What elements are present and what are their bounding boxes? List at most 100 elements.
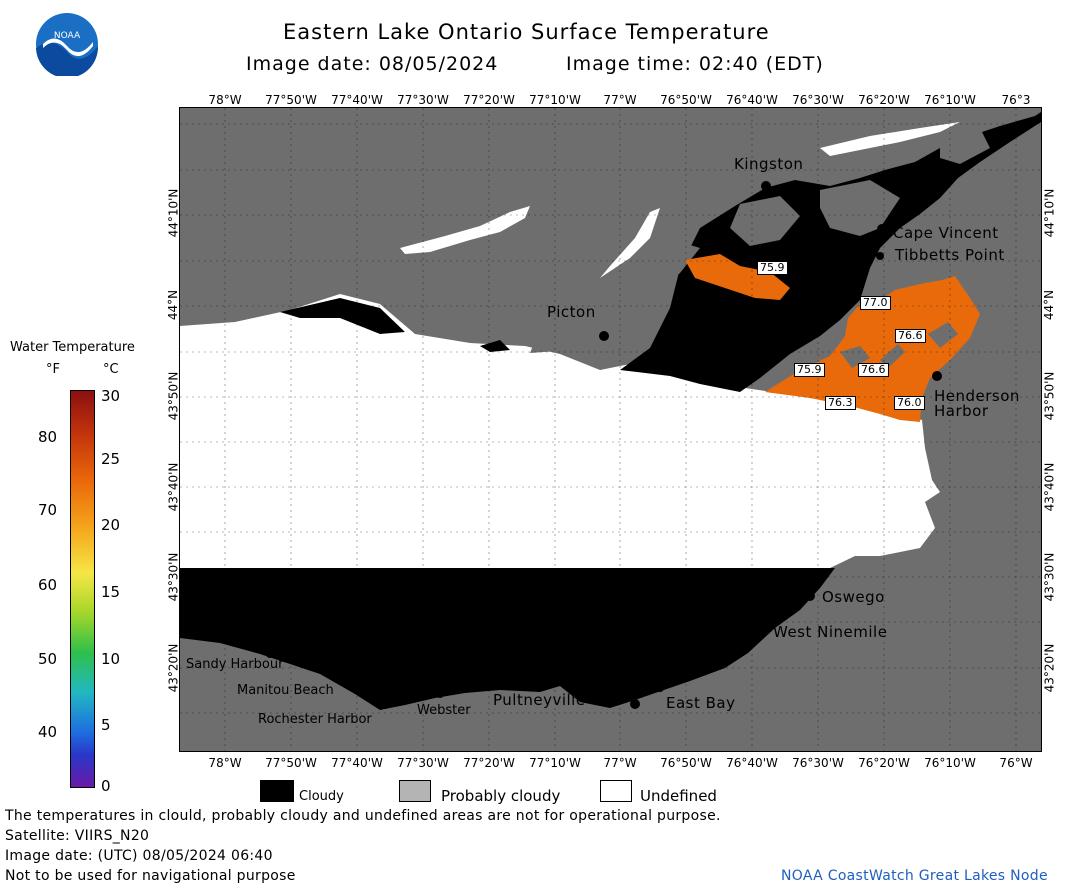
island-grenadier (840, 346, 870, 368)
label-cape-vincent: Cape Vincent (893, 224, 999, 242)
colorbar-f-tick: 50 (38, 650, 58, 668)
lon-label-bottom: 77°W (603, 756, 637, 770)
lon-label-bottom: 76°50'W (660, 756, 712, 770)
lon-label-bottom: 76°40'W (726, 756, 778, 770)
colorbar-c-tick: 10 (101, 650, 121, 668)
temp-label: 76.3 (825, 396, 856, 410)
lon-label-bottom: 76°30'W (792, 756, 844, 770)
label-webster: Webster (417, 703, 471, 718)
east-bay-marker-2 (656, 684, 664, 692)
undefined-patch-north (400, 206, 530, 254)
lon-label-top: 77°20'W (463, 93, 515, 107)
footer-nav-warning: Not to be used for navigational purpose (5, 868, 296, 884)
colorbar-c-tick: 25 (101, 450, 121, 468)
temp-label: 75.9 (794, 363, 825, 377)
colorbar-f-tick: 80 (38, 428, 58, 446)
cloud-strip-west (480, 340, 510, 352)
lon-label-top: 76°50'W (660, 93, 712, 107)
image-date: Image date: 08/05/2024 (246, 53, 499, 75)
lat-label-right: 43°20'N (1042, 643, 1057, 693)
rochester-marker (380, 699, 390, 709)
graticule (180, 108, 1041, 751)
lon-label-top: 78°W (208, 93, 242, 107)
lat-label-right: 44°10'N (1042, 188, 1057, 238)
henderson-marker (932, 371, 942, 381)
label-henderson: Henderson (934, 387, 1020, 405)
colorbar-c-tick: 30 (101, 387, 121, 405)
noaa-logo-icon: NOAA (36, 13, 99, 76)
picton-marker (599, 331, 609, 341)
temp-label: 76.0 (894, 396, 925, 410)
lon-label-top: 76°30'W (792, 93, 844, 107)
legend-cloudy-label: Cloudy (299, 789, 344, 804)
lat-label-left: 43°50'N (166, 371, 181, 421)
lon-label-top: 76°20'W (858, 93, 910, 107)
lat-label-right: 43°40'N (1042, 462, 1057, 512)
undefined-patch-north (600, 208, 660, 278)
lat-label-left: 44°N (166, 289, 181, 321)
cloud-band-south (180, 568, 835, 710)
lon-label-bottom: 77°10'W (529, 756, 581, 770)
footer-credit: NOAA CoastWatch Great Lakes Node (781, 868, 1048, 884)
legend-probably-cloudy-swatch (399, 780, 431, 802)
lon-label-bottom: 77°20'W (463, 756, 515, 770)
warm-water-patch (685, 254, 790, 300)
temp-label: 76.6 (895, 329, 926, 343)
colorbar-title: Water Temperature (10, 340, 135, 355)
colorbar-f-tick: 60 (38, 576, 58, 594)
colorbar-c-tick: 5 (101, 716, 111, 734)
lon-label-bottom: 77°40'W (331, 756, 383, 770)
map-frame (179, 107, 1042, 752)
island-amherst (730, 196, 800, 246)
lon-label-top: 77°40'W (331, 93, 383, 107)
lon-label-top: 76°40'W (726, 93, 778, 107)
label-tibbetts: Tibbetts Point (895, 246, 1005, 264)
label-sandy-harbour: Sandy Harbour (186, 657, 284, 672)
label-harbor: Harbor (934, 402, 989, 420)
lon-label-top: 77°50'W (265, 93, 317, 107)
label-rochester: Rochester Harbor (258, 712, 372, 727)
pultneyville-marker (541, 682, 549, 690)
lat-label-right: 44°N (1042, 289, 1057, 321)
kingston-marker (761, 181, 771, 191)
label-oswego: Oswego (822, 588, 885, 606)
prince-edward-land (530, 236, 700, 353)
undefined-water (180, 294, 940, 568)
city-markers (266, 181, 942, 709)
legend-undefined-swatch (600, 780, 632, 802)
image-time: Image time: 02:40 (EDT) (566, 53, 824, 75)
lon-label-bottom: 76°W (999, 756, 1033, 770)
colorbar-c-tick: 15 (101, 583, 121, 601)
colorbar-c-tick: 20 (101, 516, 121, 534)
lon-label-top: 76°10'W (924, 93, 976, 107)
lon-label-top: 77°10'W (529, 93, 581, 107)
east-bay-marker (630, 699, 640, 709)
sandy-harbour-marker (266, 650, 274, 658)
colorbar-unit-f: °F (46, 362, 60, 377)
lon-label-top: 76°3 (1001, 93, 1031, 107)
oswego-marker (805, 591, 815, 601)
cloud-area-north (620, 112, 1041, 392)
lake-temperature-map (180, 108, 1041, 751)
cape-vincent-marker (877, 224, 887, 234)
lat-label-left: 43°20'N (166, 643, 181, 693)
page-title: Eastern Lake Ontario Surface Temperature (283, 20, 770, 44)
label-west-ninemile: West Ninemile (773, 623, 888, 641)
island-stony (928, 322, 958, 348)
west-ninemile-marker (761, 620, 769, 628)
label-kingston: Kingston (734, 155, 804, 173)
lat-label-left: 44°10'N (166, 188, 181, 238)
cloud-strip-west (280, 298, 405, 334)
island-galloo (880, 344, 905, 368)
undefined-patch-north (820, 122, 960, 156)
lat-label-right: 43°50'N (1042, 371, 1057, 421)
temp-label: 76.6 (858, 363, 889, 377)
lon-label-bottom: 78°W (208, 756, 242, 770)
lon-label-bottom: 77°30'W (397, 756, 449, 770)
temp-label: 77.0 (860, 296, 891, 310)
tibbetts-marker (876, 252, 884, 260)
temp-label: 75.9 (757, 261, 788, 275)
lon-label-bottom: 76°10'W (924, 756, 976, 770)
label-east-bay: East Bay (666, 694, 736, 712)
label-picton: Picton (547, 303, 596, 321)
